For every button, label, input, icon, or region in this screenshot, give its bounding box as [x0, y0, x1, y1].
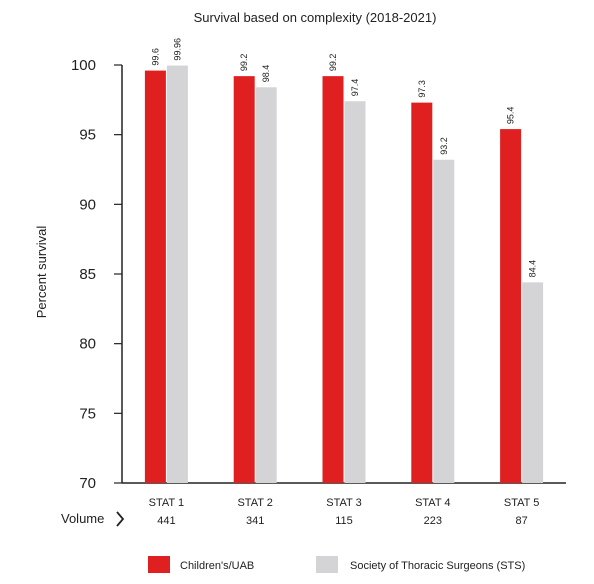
legend: Children's/UAB Society of Thoracic Surgeo…	[148, 556, 525, 573]
data-label: 99.96	[172, 38, 182, 61]
x-axis-categories: STAT 1 441 STAT 2 341 STAT 3 115 STAT 4 223 STAT…	[149, 497, 540, 527]
legend-label: Society of Thoracic Surgeons (STS)	[350, 560, 525, 572]
bar	[255, 87, 277, 483]
volume-value: 341	[246, 515, 264, 527]
bar	[433, 159, 455, 483]
y-tick-label: 75	[79, 405, 96, 422]
data-label: 84.4	[528, 260, 538, 278]
bar	[233, 76, 255, 483]
data-label: 98.4	[261, 65, 271, 83]
y-axis-label: Percent survival	[34, 226, 49, 319]
y-axis-ticks: 70 75 80 85 90 95 100	[71, 57, 122, 492]
data-label: 93.2	[439, 137, 449, 155]
legend-label: Children's/UAB	[180, 560, 254, 572]
volume-value: 441	[157, 515, 175, 527]
x-category-label: STAT 4	[415, 497, 450, 509]
volume-value: 87	[515, 515, 527, 527]
bar	[322, 76, 344, 483]
bar	[344, 101, 366, 483]
x-category-label: STAT 3	[326, 497, 361, 509]
volume-value: 223	[424, 515, 442, 527]
data-label: 99.2	[328, 54, 338, 72]
data-label: 99.6	[150, 48, 160, 66]
chevron-right-icon	[116, 511, 125, 527]
bar	[411, 102, 433, 484]
data-label: 97.4	[350, 79, 360, 97]
x-category-label: STAT 1	[149, 497, 184, 509]
y-tick-label: 90	[79, 196, 96, 213]
bar	[522, 282, 544, 483]
x-category-label: STAT 5	[504, 497, 539, 509]
bar	[500, 129, 522, 484]
x-category-label: STAT 2	[237, 497, 272, 509]
data-label: 95.4	[506, 107, 516, 125]
volume-label: Volume	[61, 511, 104, 526]
y-tick-label: 95	[79, 127, 96, 144]
y-tick-label: 70	[79, 475, 96, 492]
data-labels-group: 99.6 99.96 99.2 98.4 99.2 97.4 97.3 93.2 95.4 84.…	[150, 38, 537, 277]
data-label: 99.2	[239, 54, 249, 72]
y-tick-label: 85	[79, 266, 96, 283]
chart-title: Survival based on complexity (2018-2021)	[194, 10, 437, 25]
legend-swatch	[316, 556, 338, 573]
legend-swatch	[148, 556, 170, 573]
bar	[166, 65, 188, 483]
data-label: 97.3	[417, 80, 427, 98]
y-tick-label: 100	[71, 57, 96, 74]
y-tick-label: 80	[79, 336, 96, 353]
bar	[144, 70, 166, 483]
bars-group	[144, 65, 544, 484]
volume-value: 115	[335, 515, 353, 527]
